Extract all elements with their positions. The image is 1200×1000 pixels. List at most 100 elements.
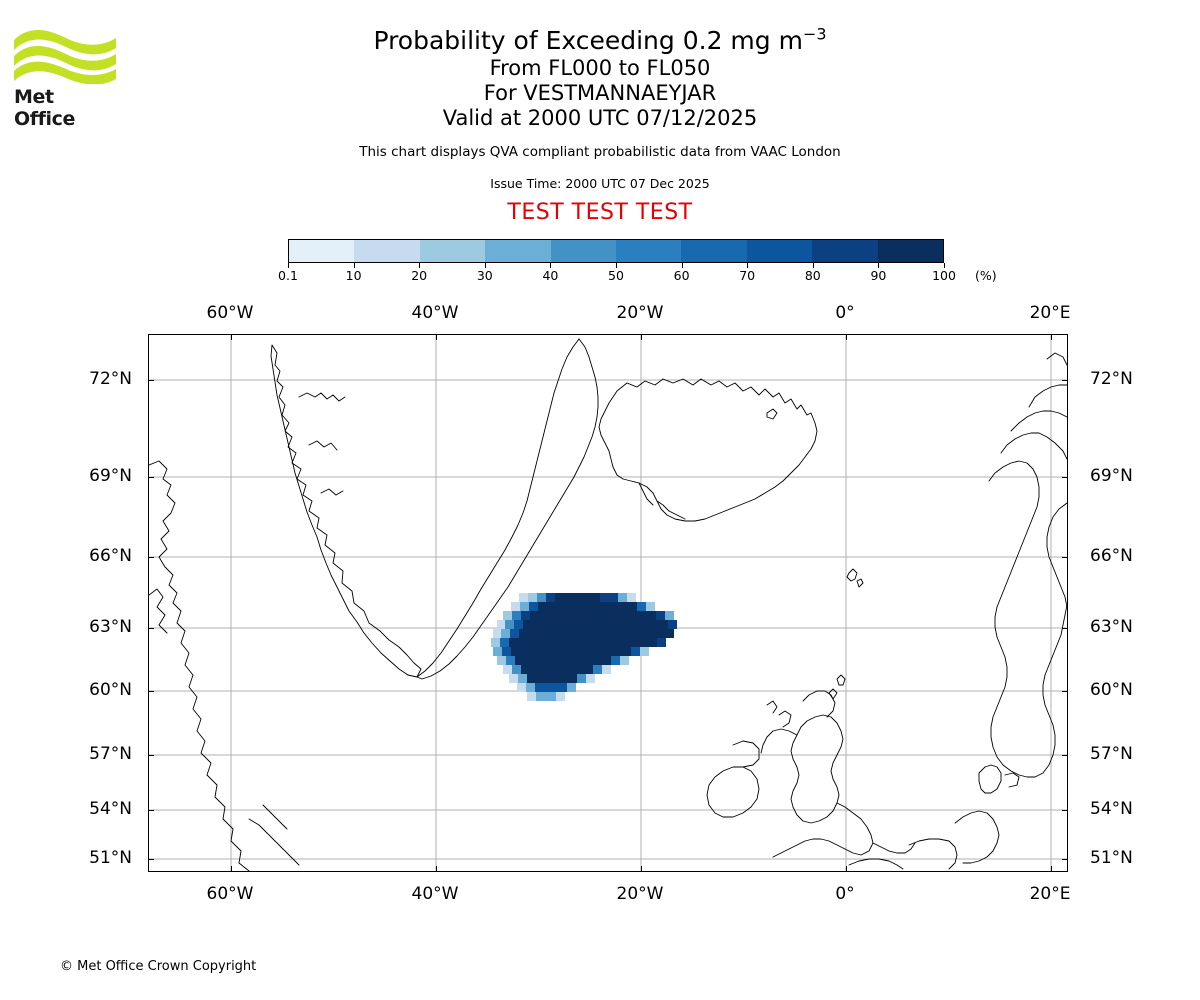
lon-label-top-1: 40°W [411, 303, 459, 323]
tick-lat-right-1 [1062, 477, 1067, 478]
colorbar-tick-6 [681, 263, 683, 268]
colorbar-tick-label-9: 90 [870, 268, 887, 283]
colorbar-tick-0 [288, 263, 289, 268]
tick-lat-left-7 [149, 859, 154, 860]
colorbar-tick-3 [484, 263, 486, 268]
colorbar-tick-label-7: 70 [739, 268, 756, 283]
tick-lat-left-1 [149, 477, 154, 478]
tick-lon-bottom-1 [436, 866, 437, 871]
tick-lon-top-3 [846, 335, 847, 340]
lat-label-left-7: 51°N [89, 848, 132, 868]
colorbar-tick-label-2: 20 [411, 268, 428, 283]
colorbar-tick-label-6: 60 [673, 268, 690, 283]
lat-label-left-6: 54°N [89, 799, 132, 819]
lat-label-left-5: 57°N [89, 744, 132, 764]
lon-label-bottom-3: 0° [835, 884, 855, 904]
lon-label-top-2: 20°W [616, 303, 664, 323]
colorbar-tick-label-1: 10 [345, 268, 362, 283]
lat-label-left-1: 69°N [89, 466, 132, 486]
lat-label-left-3: 63°N [89, 617, 132, 637]
colorbar-tick-label-8: 80 [804, 268, 821, 283]
colorbar-tick-9 [878, 263, 880, 268]
lon-label-top-3: 0° [835, 303, 855, 323]
ash-plume-heatmap [491, 593, 677, 701]
tick-lon-top-1 [436, 335, 437, 340]
tick-lat-right-7 [1062, 859, 1067, 860]
description-line: This chart displays QVA compliant probab… [359, 144, 841, 160]
latitude-labels-left: 72°N 69°N 66°N 63°N 60°N 57°N 54°N 51°N [0, 334, 148, 872]
colorbar-tick-label-5: 50 [608, 268, 624, 283]
colorbar-band-8 [812, 240, 878, 262]
latitude-labels-right: 72°N 69°N 66°N 63°N 60°N 57°N 54°N 51°N [1068, 334, 1200, 872]
lat-label-right-5: 57°N [1090, 744, 1133, 764]
page-title: Probability of Exceeding 0.2 mg m−3 [0, 26, 1200, 56]
lat-label-left-4: 60°N [89, 680, 132, 700]
test-banner: TEST TEST TEST [507, 200, 693, 225]
tick-lon-top-4 [1051, 335, 1052, 340]
map-plot-area [148, 334, 1068, 872]
valid-time-line: Valid at 2000 UTC 07/12/2025 [442, 106, 758, 130]
colorbar-band-9 [877, 240, 944, 262]
tick-lon-top-0 [231, 335, 232, 340]
tick-lat-right-6 [1062, 810, 1067, 811]
colorbar-band-6 [681, 240, 747, 262]
colorbar-tick-labels: 0.1 10 20 30 40 50 60 70 80 90 100 [0, 268, 1200, 286]
lat-label-right-1: 69°N [1090, 466, 1133, 486]
lat-label-right-4: 60°N [1090, 680, 1133, 700]
tick-lat-left-4 [149, 691, 154, 692]
colorbar-ticks [288, 263, 945, 273]
tick-lon-top-2 [641, 335, 642, 340]
met-office-wordmark: Met Office [14, 86, 75, 130]
tick-lon-bottom-4 [1051, 866, 1052, 871]
colorbar-tick-5 [616, 263, 617, 268]
coastlines [149, 338, 1067, 871]
colorbar-tick-2 [419, 263, 421, 268]
lon-label-bottom-0: 60°W [206, 884, 254, 904]
title-exponent: −3 [802, 24, 827, 44]
tick-lat-left-5 [149, 755, 154, 756]
colorbar-band-1 [354, 240, 420, 262]
tick-lat-left-6 [149, 810, 154, 811]
colorbar [288, 239, 944, 263]
colorbar-band-2 [419, 240, 486, 262]
colorbar-tick-label-3: 30 [476, 268, 493, 283]
tick-lat-right-0 [1062, 380, 1067, 381]
longitude-labels-top: 60°W 40°W 20°W 0° 20°E [0, 303, 1200, 327]
lat-label-right-6: 54°N [1090, 799, 1133, 819]
tick-lon-bottom-0 [231, 866, 232, 871]
tick-lat-right-2 [1062, 557, 1067, 558]
tick-lat-left-3 [149, 628, 154, 629]
location-line: For VESTMANNAEYJAR [483, 81, 717, 105]
flight-level-line: From FL000 to FL050 [489, 56, 711, 80]
tick-lat-right-4 [1062, 691, 1067, 692]
tick-lon-bottom-2 [641, 866, 642, 871]
title-block: Probability of Exceeding 0.2 mg m−3 From… [0, 0, 1200, 225]
colorbar-tick-label-4: 40 [542, 268, 559, 283]
colorbar-band-4 [550, 240, 617, 262]
lat-label-right-3: 63°N [1090, 617, 1133, 637]
colorbar-band-0 [289, 240, 355, 262]
met-office-logo: Met Office [12, 26, 118, 130]
copyright-notice: © Met Office Crown Copyright [60, 959, 257, 974]
map-svg [149, 335, 1067, 871]
lon-label-bottom-4: 20°E [1029, 884, 1071, 904]
colorbar-band-7 [746, 240, 813, 262]
title-text: Probability of Exceeding 0.2 mg m [373, 26, 803, 55]
lat-label-left-2: 66°N [89, 546, 132, 566]
colorbar-band-5 [616, 240, 682, 262]
tick-lat-right-5 [1062, 755, 1067, 756]
tick-lat-left-2 [149, 557, 154, 558]
colorbar-tick-1 [353, 263, 355, 268]
tick-lat-left-0 [149, 380, 154, 381]
lon-label-bottom-1: 40°W [411, 884, 459, 904]
lat-label-right-2: 66°N [1090, 546, 1133, 566]
colorbar-tick-7 [747, 263, 749, 268]
colorbar-tick-4 [550, 263, 552, 268]
met-office-wave-icon [14, 29, 116, 84]
colorbar-band-3 [485, 240, 551, 262]
lat-label-left-0: 72°N [89, 369, 132, 389]
longitude-labels-bottom: 60°W 40°W 20°W 0° 20°E [0, 884, 1200, 908]
lon-label-bottom-2: 20°W [616, 884, 664, 904]
colorbar-tick-label-10: 100 [932, 268, 956, 283]
